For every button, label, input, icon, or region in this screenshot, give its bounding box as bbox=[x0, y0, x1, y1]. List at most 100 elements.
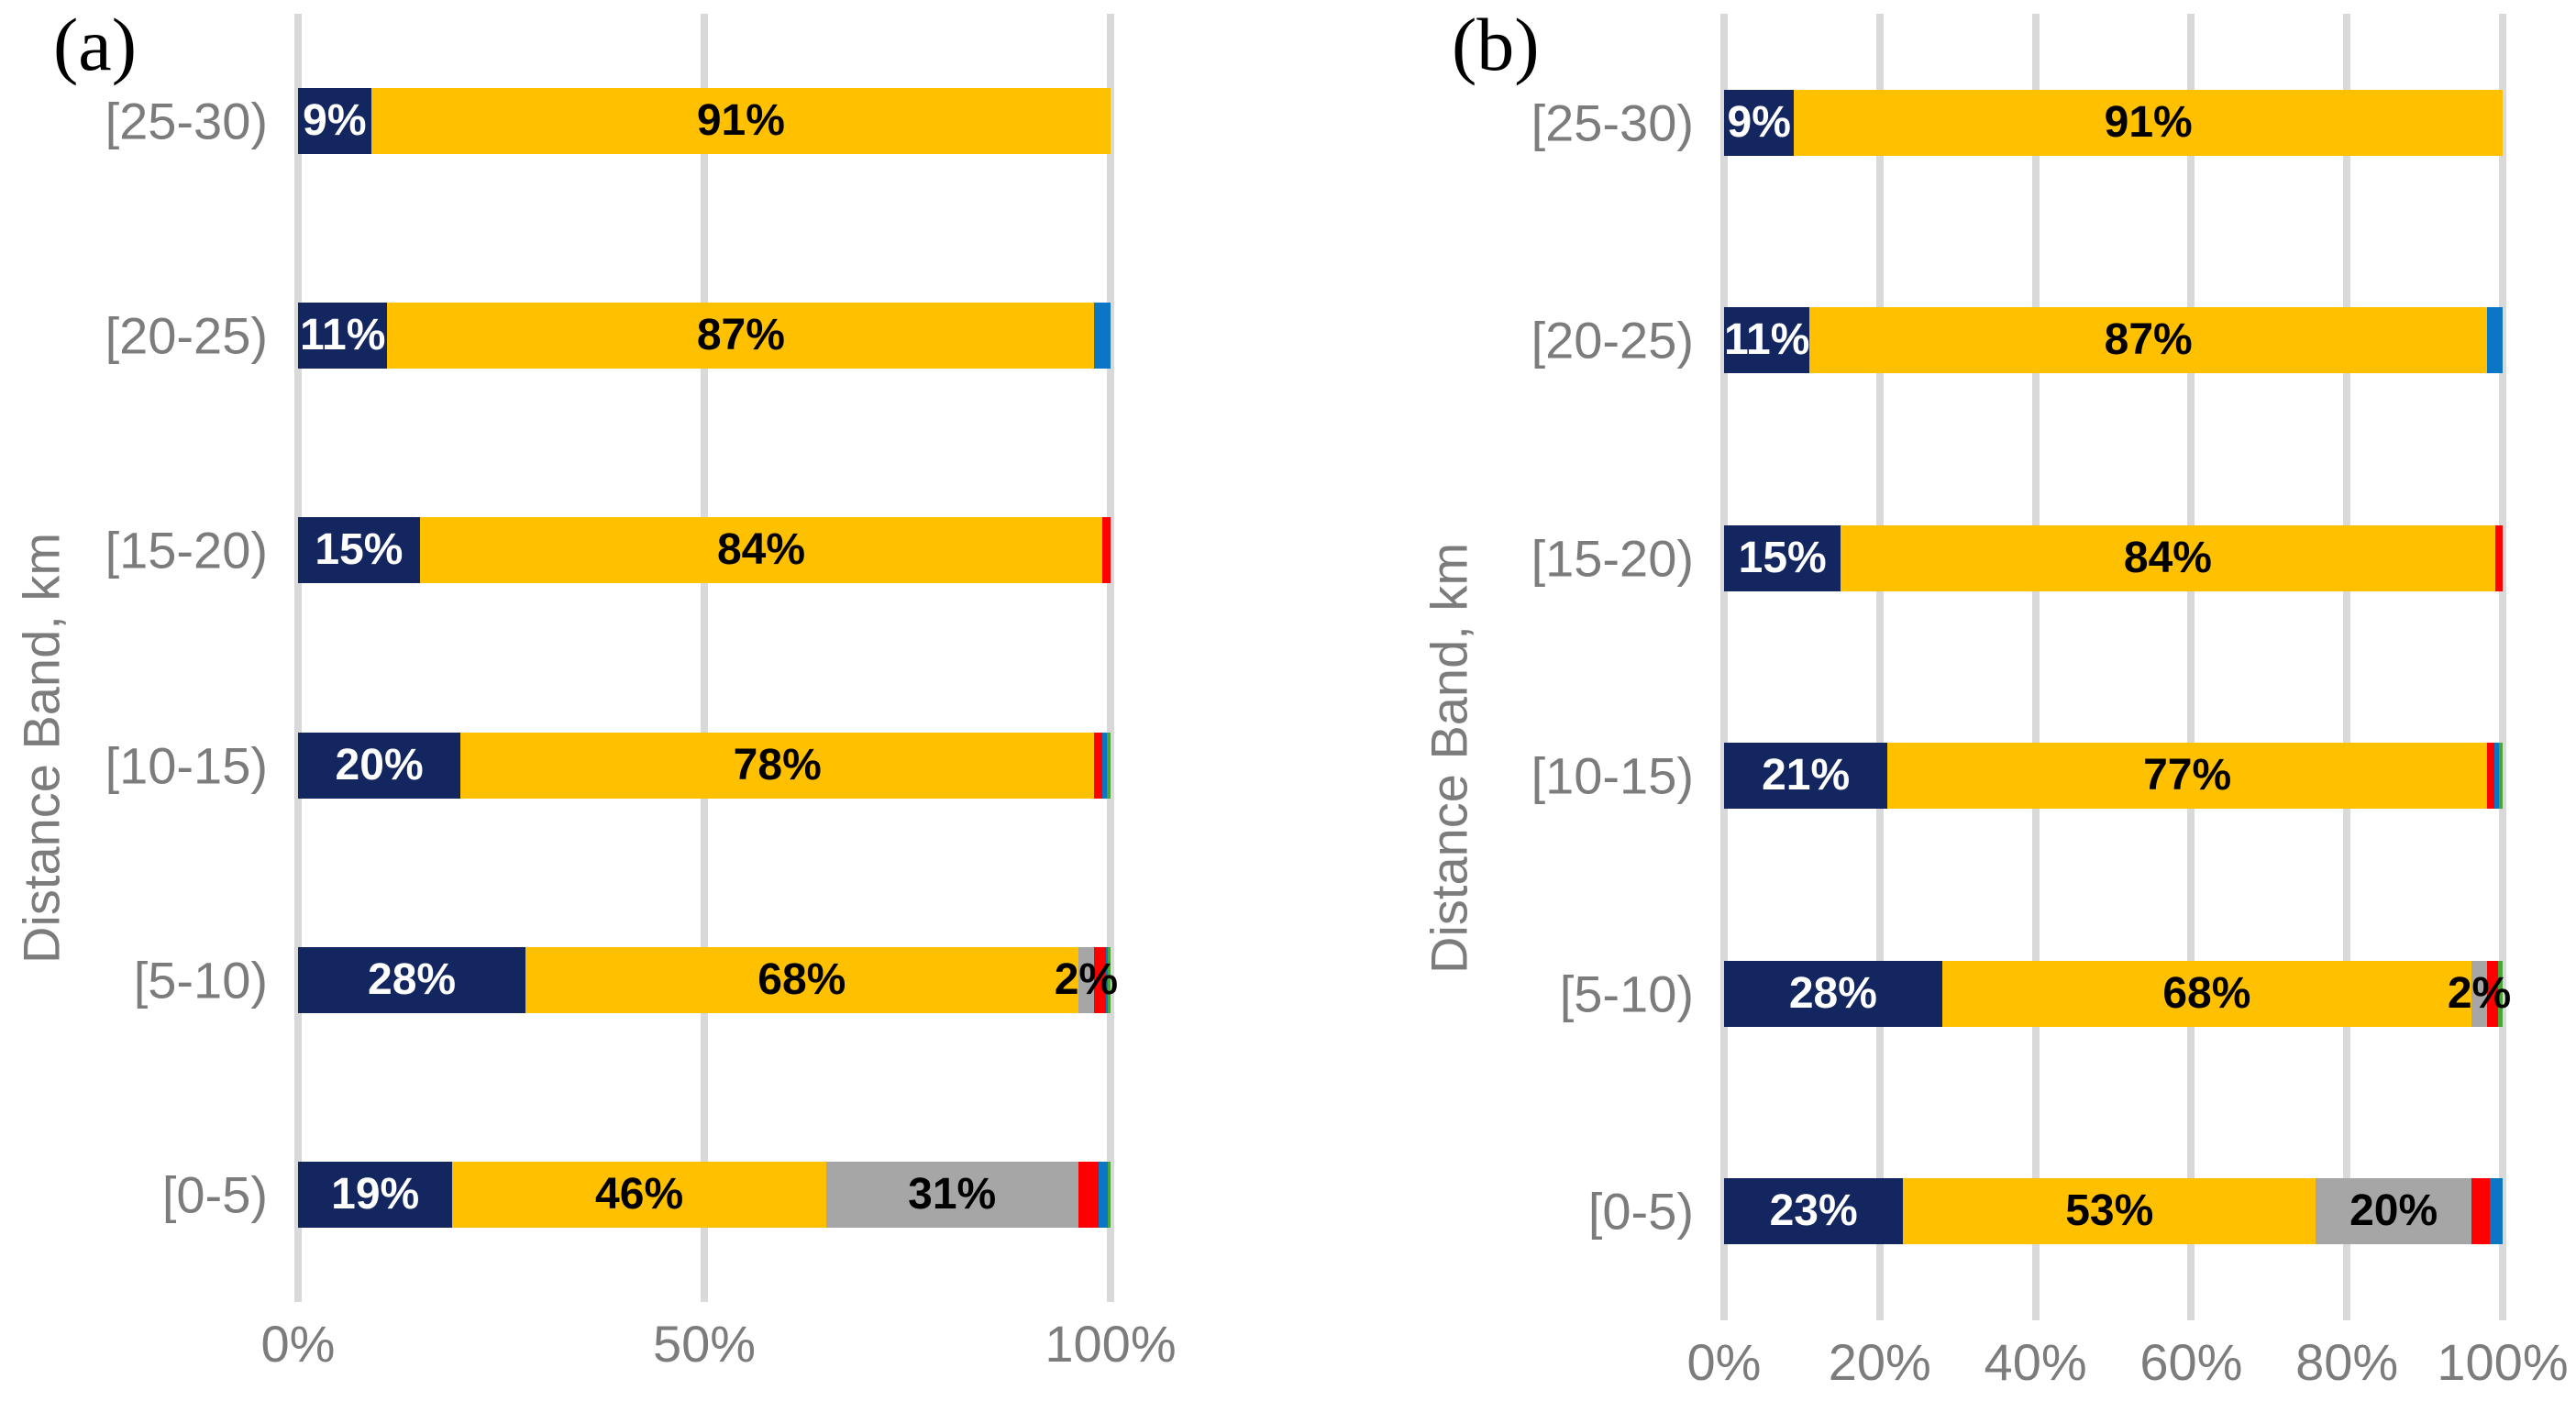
segment-red bbox=[2471, 1178, 2491, 1245]
segment-blue bbox=[2494, 743, 2499, 810]
category-label-[15-20): [15-20) bbox=[1531, 529, 1694, 588]
category-label-[15-20): [15-20) bbox=[105, 521, 268, 579]
bar-[5-10): 28% 68% 2% bbox=[1724, 960, 2511, 1027]
segment-green bbox=[1106, 732, 1111, 799]
segment-gold: 68% bbox=[525, 946, 1078, 1013]
plot-area: 9% 91% 11% 87% 15% 84% 21% 77% 28% 68% 2% 23% 53% 20% bbox=[1720, 14, 2511, 1320]
gridline-60% bbox=[2187, 14, 2195, 1320]
segment-gray: 20% bbox=[2316, 1178, 2472, 1245]
segment-green bbox=[1108, 946, 1111, 1013]
category-label-[25-30): [25-30) bbox=[105, 92, 268, 150]
bar-[0-5): 23% 53% 20% bbox=[1724, 1178, 2503, 1245]
segment-label: 91% bbox=[2104, 97, 2193, 147]
segment-gold: 91% bbox=[1794, 89, 2503, 156]
x-tick-60%: 60% bbox=[2139, 1333, 2243, 1391]
segment-label: 68% bbox=[2162, 968, 2251, 1018]
segment-label: 21% bbox=[1762, 751, 1851, 800]
segment-blue bbox=[1098, 1161, 1109, 1228]
x-tick-40%: 40% bbox=[1984, 1333, 2087, 1391]
category-label-[10-15): [10-15) bbox=[105, 736, 268, 795]
segment-gold: 91% bbox=[370, 88, 1111, 155]
segment-label: 11% bbox=[1723, 315, 1810, 365]
x-tick-50%: 50% bbox=[652, 1315, 757, 1373]
segment-green bbox=[2497, 960, 2503, 1027]
segment-label: 87% bbox=[696, 311, 785, 360]
segment-gold: 84% bbox=[419, 517, 1103, 584]
bar-[25-30): 9% 91% bbox=[298, 88, 1111, 155]
gridline-80% bbox=[2343, 14, 2351, 1320]
bar-[15-20): 15% 84% bbox=[1724, 524, 2503, 591]
segment-label: 77% bbox=[2143, 751, 2232, 800]
x-tick-80%: 80% bbox=[2295, 1333, 2399, 1391]
category-label-[0-5): [0-5) bbox=[1587, 1182, 1694, 1241]
segment-red bbox=[1078, 1161, 1099, 1228]
segment-blue bbox=[2490, 1178, 2503, 1245]
gridline-50% bbox=[701, 14, 708, 1302]
category-label-[5-10): [5-10) bbox=[1559, 965, 1694, 1023]
segment-label: 84% bbox=[716, 525, 806, 575]
segment-gold: 53% bbox=[1903, 1178, 2316, 1245]
segment-label: 23% bbox=[1769, 1186, 1858, 1236]
segment-blue bbox=[1102, 732, 1107, 799]
segment-gray: 2% bbox=[2448, 960, 2511, 1027]
category-label-[20-25): [20-25) bbox=[1531, 311, 1694, 370]
x-tick-0%: 0% bbox=[1686, 1333, 1762, 1391]
segment-gold: 68% bbox=[1941, 960, 2472, 1027]
bar-[10-15): 20% 78% bbox=[298, 732, 1111, 799]
x-axis: 0% 20% 40% 60% 80% 100% bbox=[1687, 1333, 2569, 1401]
segment-navy: 9% bbox=[298, 88, 371, 155]
bar-[25-30): 9% 91% bbox=[1724, 89, 2503, 156]
bar-[0-5): 19% 46% 31% bbox=[298, 1161, 1111, 1228]
segment-blue bbox=[2487, 307, 2503, 374]
segment-gold: 87% bbox=[1809, 307, 2487, 374]
segment-label: 46% bbox=[595, 1169, 684, 1219]
segment-gray: 2% bbox=[1055, 946, 1118, 1013]
panel-a-label: (a) bbox=[53, 3, 138, 86]
segment-red bbox=[2494, 524, 2503, 591]
segment-label: 20% bbox=[2349, 1186, 2438, 1236]
segment-green bbox=[1108, 1161, 1111, 1228]
segment-label: 84% bbox=[2123, 533, 2212, 582]
segment-gold: 46% bbox=[452, 1161, 826, 1228]
segment-navy: 28% bbox=[1724, 960, 1942, 1027]
segment-label: 19% bbox=[331, 1169, 420, 1219]
gridline-0% bbox=[294, 14, 302, 1302]
x-tick-100%: 100% bbox=[1045, 1315, 1177, 1373]
segment-green bbox=[2498, 743, 2503, 810]
segment-navy: 15% bbox=[298, 517, 420, 584]
segment-gold: 84% bbox=[1841, 524, 2495, 591]
segment-gray: 31% bbox=[825, 1161, 1078, 1228]
segment-label: 11% bbox=[300, 311, 386, 360]
segment-gold: 87% bbox=[387, 303, 1095, 370]
plot-area: 9% 91% 11% 87% 15% 84% 20% 78% 28% 68% 2% 19% 46% 31% bbox=[294, 14, 1118, 1302]
bar-[5-10): 28% 68% 2% bbox=[298, 946, 1118, 1013]
panel-b: (b) Distance Band, km 9% 91% 11% 87% 15% 84% 2… bbox=[1334, 0, 2576, 1412]
segment-red bbox=[1094, 732, 1103, 799]
segment-label: 9% bbox=[1727, 97, 1791, 147]
segment-navy: 21% bbox=[1724, 743, 1888, 810]
panel-a: (a) Distance Band, km 9% 91% 11% 87% 15% 84% 2… bbox=[13, 3, 1177, 1383]
gridline-40% bbox=[2031, 14, 2040, 1320]
x-tick-0%: 0% bbox=[260, 1315, 336, 1373]
segment-label: 2% bbox=[2447, 968, 2512, 1018]
segment-blue bbox=[1094, 303, 1111, 370]
segment-red bbox=[2487, 743, 2495, 810]
segment-label: 91% bbox=[696, 96, 785, 146]
segment-label: 53% bbox=[2065, 1186, 2154, 1236]
segment-gold: 78% bbox=[460, 732, 1095, 799]
x-axis: 0% 50% 100% bbox=[261, 1315, 1177, 1383]
segment-label: 20% bbox=[335, 740, 424, 789]
category-label-[10-15): [10-15) bbox=[1531, 746, 1694, 805]
x-tick-100%: 100% bbox=[2437, 1333, 2569, 1391]
category-label-[20-25): [20-25) bbox=[105, 306, 268, 365]
segment-label: 28% bbox=[367, 954, 457, 1004]
gridline-100% bbox=[1107, 14, 1114, 1302]
segment-red bbox=[2487, 960, 2498, 1027]
gridline-100% bbox=[2499, 14, 2506, 1320]
segment-label: 87% bbox=[2104, 315, 2193, 365]
segment-navy: 20% bbox=[298, 732, 461, 799]
category-label-[25-30): [25-30) bbox=[1531, 94, 1694, 152]
segment-label: 2% bbox=[1054, 954, 1119, 1004]
segment-navy: 15% bbox=[1724, 524, 1841, 591]
